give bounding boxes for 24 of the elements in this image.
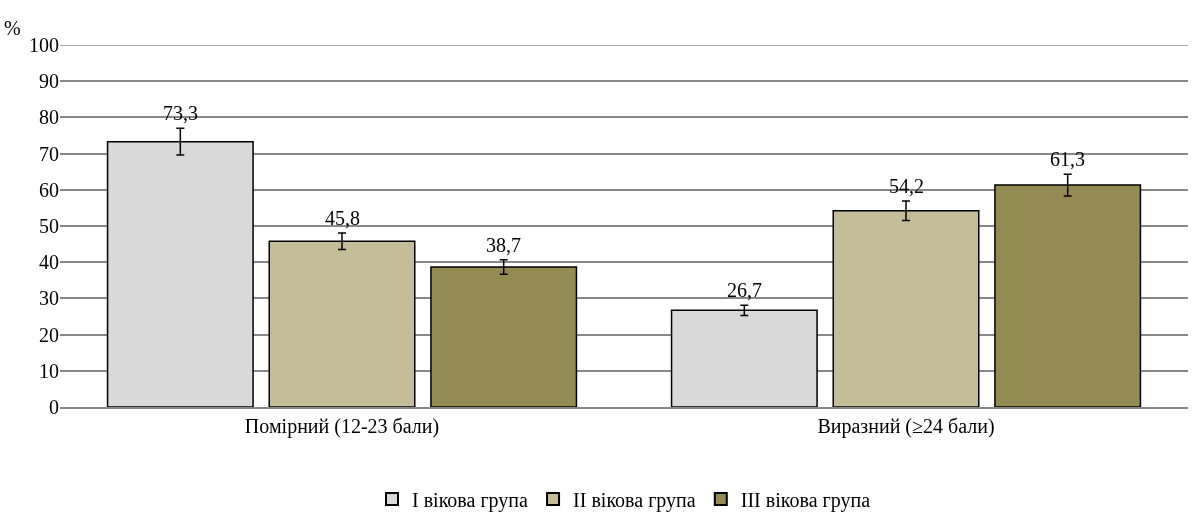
legend-label: I вікова група xyxy=(412,488,529,512)
data-label: 38,7 xyxy=(486,234,521,256)
y-tick-label: 10 xyxy=(39,359,59,382)
y-tick-label: 70 xyxy=(39,142,59,165)
data-label: 73,3 xyxy=(163,102,198,124)
legend-label: III вікова група xyxy=(740,488,871,512)
y-tick-label: 20 xyxy=(39,323,59,346)
y-tick-label: 50 xyxy=(39,215,59,237)
legend-label: II вікова група xyxy=(573,488,696,512)
y-tick-label: 40 xyxy=(39,251,59,274)
data-label: 54,2 xyxy=(889,175,924,197)
y-tick-label: 0 xyxy=(49,396,59,418)
bar xyxy=(670,309,818,407)
y-tick-label: 80 xyxy=(39,106,59,129)
x-tick-label: Виразний (≥24 бали) xyxy=(817,414,995,438)
x-tick-label: Помірний (12-23 бали) xyxy=(244,414,440,438)
y-tick-label: 30 xyxy=(39,287,59,310)
y-tick-label: 60 xyxy=(39,178,59,201)
y-tick-label: 100 xyxy=(29,34,59,56)
y-axis-title: % xyxy=(4,17,21,39)
data-label: 26,7 xyxy=(727,279,762,301)
data-label: 61,3 xyxy=(1050,148,1085,170)
data-label: 45,8 xyxy=(325,207,360,229)
y-tick-label: 90 xyxy=(39,70,59,93)
